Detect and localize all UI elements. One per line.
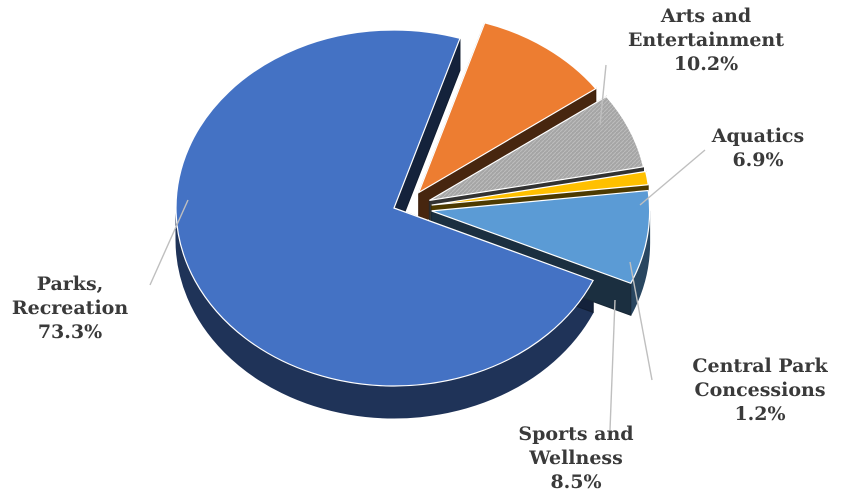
- data-label-arts-and-entertainment: Arts and Entertainment 10.2%: [628, 5, 784, 75]
- pie-slice-aquatics: [429, 95, 645, 202]
- pie-slice-arts-and-entertainment: [417, 22, 597, 194]
- leader-line-parks-recreation: [149, 199, 189, 286]
- pie-slice-central-park-concessions: [431, 170, 649, 206]
- pie-slice-sports-and-wellness: [431, 189, 651, 285]
- leader-line-central-park-concessions: [629, 261, 653, 381]
- leader-line-sports-and-wellness: [609, 299, 616, 431]
- leader-line-arts-and-entertainment: [599, 64, 607, 126]
- data-label-parks-recreation: Parks, Recreation 73.3%: [12, 273, 129, 343]
- pie-slice-parks-recreation: [175, 29, 595, 387]
- data-label-aquatics: Aquatics 6.9%: [711, 125, 804, 171]
- leader-line-aquatics: [639, 149, 706, 206]
- data-label-central-park-concessions: Central Park Concessions 1.2%: [692, 355, 828, 425]
- data-label-sports-and-wellness: Sports and Wellness 8.5%: [518, 423, 633, 493]
